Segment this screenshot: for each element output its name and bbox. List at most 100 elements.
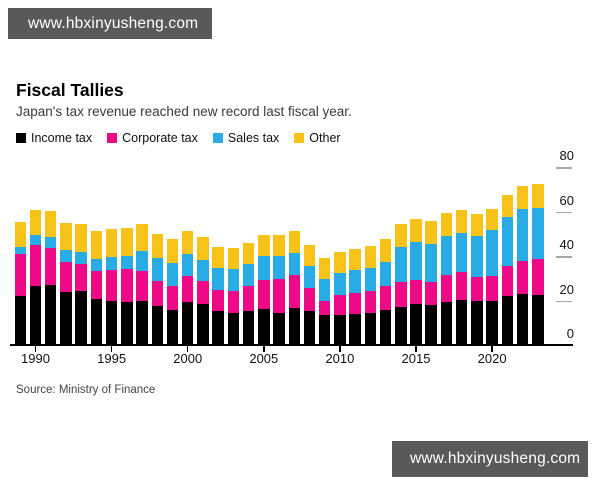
bar-segment-corporate-tax-1994 <box>90 271 103 299</box>
bar-segment-other-2022 <box>516 185 529 210</box>
bar-segment-corporate-tax-2008 <box>303 288 316 311</box>
bar-segment-other-2001 <box>197 237 209 260</box>
legend-swatch-icon <box>294 133 305 143</box>
bar-segment-corporate-tax-2011 <box>349 293 361 314</box>
x-axis-tick-1990 <box>34 345 37 352</box>
bar-segment-other-2006 <box>273 234 285 257</box>
bar-segment-income-tax-1992 <box>60 292 72 344</box>
bar-segment-corporate-tax-1990 <box>29 245 42 287</box>
bar-segment-sales-tax-1995 <box>105 257 118 271</box>
bar-segment-other-1990 <box>29 210 42 235</box>
x-axis-label-2010: 2010 <box>325 351 355 366</box>
bar-segment-income-tax-2020 <box>486 301 498 344</box>
y-axis-label-0: 0 <box>566 326 574 341</box>
bar-segment-income-tax-2011 <box>349 313 361 344</box>
bar-segment-sales-tax-1992 <box>60 250 72 262</box>
y-axis-label-60: 60 <box>559 192 574 208</box>
legend-swatch-icon <box>107 133 118 143</box>
legend-swatch-icon <box>16 133 26 143</box>
bar-segment-sales-tax-2001 <box>197 259 209 282</box>
bar-segment-sales-tax-2020 <box>486 229 498 277</box>
y-axis-tick <box>556 211 572 213</box>
bar-segment-income-tax-2018 <box>455 299 468 344</box>
legend-label: Other <box>309 131 341 145</box>
bar-segment-sales-tax-2018 <box>455 232 468 273</box>
legend-label: Income tax <box>31 131 93 145</box>
bar-segment-corporate-tax-1993 <box>75 264 87 292</box>
x-axis-label-2000: 2000 <box>173 351 203 366</box>
bar-segment-income-tax-1994 <box>90 298 103 344</box>
bar-segment-other-2009 <box>318 257 331 280</box>
bar-segment-income-tax-2013 <box>379 309 392 344</box>
bar-segment-other-2004 <box>242 242 255 264</box>
bar-segment-income-tax-2008 <box>303 310 316 344</box>
bar-segment-corporate-tax-1995 <box>105 270 118 301</box>
bar-segment-other-1993 <box>75 223 87 252</box>
bar-segment-sales-tax-2013 <box>379 262 392 287</box>
bar-segment-income-tax-2006 <box>273 312 285 344</box>
x-axis-label-2005: 2005 <box>249 351 279 366</box>
chart-title: Fiscal Tallies <box>16 80 124 100</box>
bar-segment-other-2021 <box>501 194 514 218</box>
legend-label: Corporate tax <box>122 131 198 145</box>
bar-segment-other-2012 <box>364 246 377 268</box>
x-axis-label-2020: 2020 <box>477 351 507 366</box>
x-axis-tick-2000 <box>186 345 189 352</box>
bar-segment-corporate-tax-1999 <box>166 285 179 310</box>
bar-segment-other-2010 <box>334 251 346 273</box>
bar-segment-corporate-tax-1991 <box>44 247 57 285</box>
bar-segment-income-tax-2010 <box>334 315 346 344</box>
bar-segment-sales-tax-1999 <box>166 262 179 286</box>
x-axis-tick-2010 <box>339 345 341 352</box>
bar-segment-corporate-tax-2020 <box>486 276 498 302</box>
watermark-bottom: www.hbxinyusheng.com <box>392 441 588 477</box>
bar-segment-other-2014 <box>395 223 407 247</box>
bar-segment-other-2016 <box>425 220 437 244</box>
x-axis-tick-2005 <box>263 345 265 352</box>
bar-segment-sales-tax-2004 <box>242 263 255 286</box>
bar-segment-corporate-tax-2022 <box>516 260 529 294</box>
x-axis-label-2015: 2015 <box>401 351 431 366</box>
bar-segment-income-tax-2003 <box>227 313 240 344</box>
x-axis-tick-1995 <box>110 345 113 352</box>
bar-segment-income-tax-2019 <box>471 301 483 344</box>
bar-segment-other-2002 <box>212 246 224 269</box>
chart-legend: Income tax Corporate tax Sales tax Other <box>16 131 341 145</box>
bar-segment-corporate-tax-1998 <box>151 280 164 307</box>
y-axis-tick <box>556 167 572 169</box>
bar-segment-corporate-tax-2023 <box>532 259 544 295</box>
bar-segment-corporate-tax-2009 <box>318 301 331 316</box>
bar-segment-sales-tax-1993 <box>75 251 87 265</box>
bar-segment-sales-tax-1991 <box>44 236 57 248</box>
bar-segment-other-2007 <box>288 230 300 253</box>
chart-subtitle: Japan's tax revenue reached new record l… <box>16 104 352 119</box>
bar-segment-corporate-tax-1992 <box>60 261 72 293</box>
bar-segment-sales-tax-2011 <box>349 270 361 294</box>
bar-segment-sales-tax-1996 <box>121 255 133 270</box>
x-axis-label-1995: 1995 <box>97 351 127 366</box>
bar-segment-other-1991 <box>44 210 57 237</box>
bar-segment-other-2008 <box>303 245 316 267</box>
bar-segment-sales-tax-2023 <box>532 208 544 260</box>
bar-segment-income-tax-1991 <box>44 284 57 344</box>
bar-segment-sales-tax-2008 <box>303 266 316 289</box>
bar-segment-corporate-tax-2004 <box>242 285 255 312</box>
bar-segment-income-tax-2002 <box>212 311 224 344</box>
bar-segment-other-1992 <box>60 222 72 251</box>
bar-segment-other-2017 <box>440 213 453 237</box>
bar-segment-other-1995 <box>105 228 118 258</box>
bar-segment-corporate-tax-2015 <box>410 280 422 305</box>
bar-segment-income-tax-2001 <box>197 304 209 344</box>
bar-segment-other-2015 <box>410 218 422 242</box>
bar-segment-corporate-tax-2010 <box>334 295 346 316</box>
y-axis-label-80: 80 <box>559 148 574 163</box>
bar-segment-income-tax-1990 <box>29 286 42 344</box>
bar-segment-sales-tax-2021 <box>501 217 514 267</box>
legend-item-sales-tax: Sales tax <box>212 131 279 145</box>
bar-segment-sales-tax-1997 <box>136 250 148 272</box>
bar-segment-other-2019 <box>471 213 483 237</box>
bar-segment-income-tax-2021 <box>501 296 514 344</box>
bar-segment-income-tax-1996 <box>121 301 133 344</box>
bar-segment-other-1994 <box>90 230 103 259</box>
bar-segment-corporate-tax-1997 <box>136 271 148 302</box>
